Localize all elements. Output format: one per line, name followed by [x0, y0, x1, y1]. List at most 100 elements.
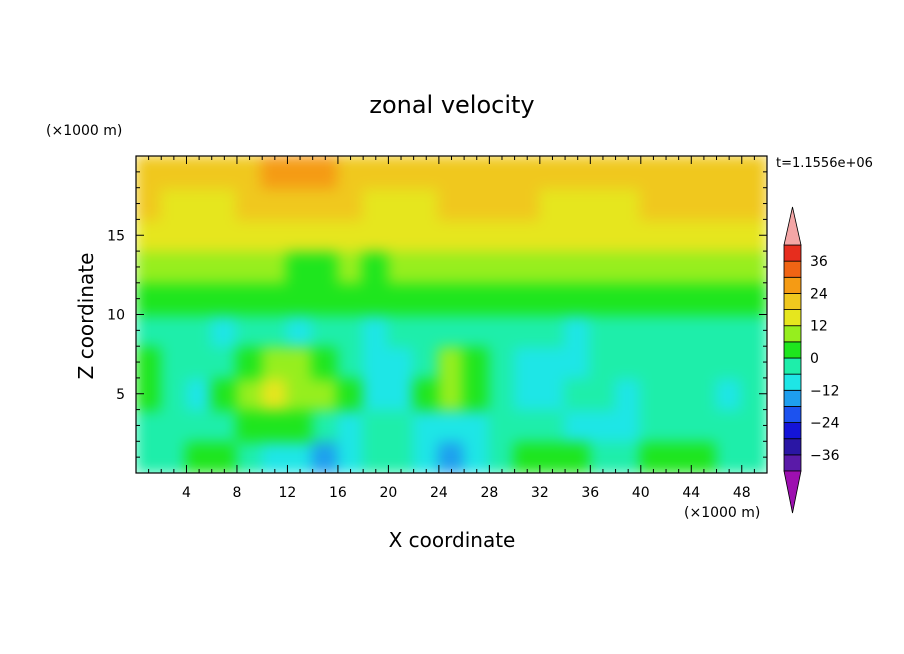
colorbar-swatch	[783, 244, 802, 262]
x-tick-label: 40	[632, 485, 650, 501]
colorbar-tick-label: −36	[810, 448, 840, 464]
x-tick-label: 24	[430, 485, 448, 501]
field-cell	[336, 218, 365, 253]
field-cell	[311, 186, 339, 221]
field-cell	[160, 376, 188, 411]
field-cell	[412, 186, 440, 221]
field-cell	[614, 186, 642, 221]
field-cell	[614, 313, 642, 348]
field-cell	[412, 345, 440, 379]
x-units-label: (×1000 m)	[684, 505, 760, 521]
field-cell	[513, 250, 541, 284]
colorbar-swatch	[783, 422, 802, 440]
field-cell	[513, 218, 541, 253]
field-cell	[311, 281, 339, 316]
field-cell	[665, 345, 693, 379]
field-cell	[185, 250, 213, 284]
field-cell	[387, 440, 415, 473]
field-cell	[311, 376, 339, 411]
field-cell	[136, 156, 163, 189]
field-cell	[690, 250, 718, 284]
x-tick-label: 28	[480, 485, 498, 501]
field-cell	[437, 345, 466, 379]
field-cell	[665, 376, 693, 411]
field-cell	[740, 313, 767, 348]
field-cell	[387, 186, 415, 221]
field-cell	[437, 313, 466, 348]
field-cell	[715, 440, 743, 473]
field-cell	[160, 250, 188, 284]
field-cell	[740, 156, 767, 189]
field-cell	[564, 218, 592, 253]
field-cell	[286, 313, 314, 348]
field-cell	[665, 281, 693, 316]
field-cell	[488, 440, 516, 473]
field-cell	[261, 313, 289, 348]
field-cell	[160, 156, 188, 189]
field-cell	[235, 408, 264, 443]
time-label: t=1.1556e+06	[776, 156, 873, 171]
field-cell	[136, 440, 163, 473]
field-cell	[488, 250, 516, 284]
field-cell	[235, 250, 264, 284]
field-cell	[488, 408, 516, 443]
field-cell	[463, 218, 491, 253]
field-cell	[286, 156, 314, 189]
field-cell	[740, 281, 767, 316]
colorbar-under-arrow	[783, 470, 802, 514]
field-cell	[513, 440, 541, 473]
field-cell	[639, 156, 668, 189]
field-cell	[336, 376, 365, 411]
field-cell	[715, 313, 743, 348]
field-cell	[136, 250, 163, 284]
field-cell	[538, 218, 567, 253]
field-cell	[463, 186, 491, 221]
field-cell	[589, 345, 617, 379]
field-cell	[589, 440, 617, 473]
field-cell	[261, 345, 289, 379]
field-cell	[235, 440, 264, 473]
colorbar-swatch	[783, 438, 802, 456]
field-cell	[160, 186, 188, 221]
field-cell	[185, 186, 213, 221]
field-cell	[564, 186, 592, 221]
field-cell	[538, 156, 567, 189]
x-tick-label: 36	[581, 485, 599, 501]
field-cell	[715, 186, 743, 221]
field-cell	[437, 218, 466, 253]
field-cell	[210, 186, 238, 221]
field-cell	[136, 186, 163, 221]
field-cell	[538, 376, 567, 411]
field-cell	[286, 345, 314, 379]
field-cell	[690, 408, 718, 443]
field-cell	[740, 250, 767, 284]
field-cell	[463, 376, 491, 411]
field-cell	[463, 281, 491, 316]
field-cell	[210, 408, 238, 443]
field-cell	[564, 156, 592, 189]
field-cell	[614, 250, 642, 284]
field-cell	[614, 408, 642, 443]
field-cell	[488, 376, 516, 411]
field-cell	[336, 440, 365, 473]
field-cell	[387, 281, 415, 316]
field-cell	[715, 281, 743, 316]
y-tick-label: 5	[116, 387, 125, 403]
field-cell	[665, 250, 693, 284]
field-cell	[185, 218, 213, 253]
field-cell	[210, 218, 238, 253]
contour-field	[136, 156, 767, 473]
field-cell	[261, 186, 289, 221]
field-cell	[639, 376, 668, 411]
field-cell	[513, 186, 541, 221]
field-cell	[362, 281, 390, 316]
field-cell	[665, 156, 693, 189]
field-cell	[387, 345, 415, 379]
field-cell	[715, 156, 743, 189]
field-cell	[235, 281, 264, 316]
field-cell	[463, 156, 491, 189]
field-cell	[311, 313, 339, 348]
field-cell	[235, 345, 264, 379]
field-cell	[589, 218, 617, 253]
